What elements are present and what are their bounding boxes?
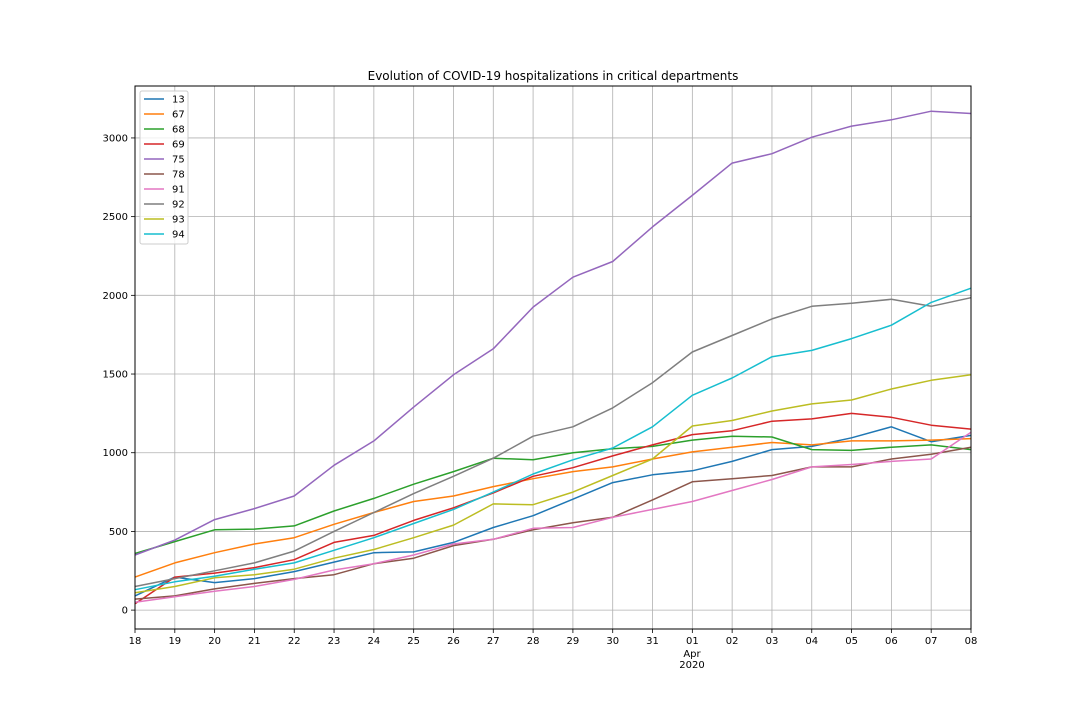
legend-label-75: 75	[172, 155, 185, 166]
y-tick-label: 2500	[103, 212, 128, 223]
series-line-94	[134, 287, 972, 591]
x-tick-label: 02	[726, 636, 739, 647]
series-lines	[134, 110, 972, 605]
legend-label-91: 91	[172, 185, 185, 196]
chart-title: Evolution of COVID-19 hospitalizations i…	[368, 69, 739, 83]
x-tick-label: 19	[168, 636, 181, 647]
series-line-92	[134, 296, 972, 588]
x-tick-label: 31	[646, 636, 659, 647]
legend-label-78: 78	[172, 170, 185, 181]
legend-label-92: 92	[172, 200, 185, 211]
series-line-13	[134, 426, 972, 597]
x-tick-label: 06	[885, 636, 898, 647]
y-tick-label: 0	[122, 606, 128, 617]
y-tick-label: 500	[109, 527, 128, 538]
y-tick-label: 1000	[103, 448, 128, 459]
x-tick-label: 28	[527, 636, 540, 647]
x-tick-label: 30	[606, 636, 619, 647]
series-line-69	[134, 412, 972, 605]
x-axis: Apr 2020 18 19 20 21 22 23 24 25 26 27 28 29 30 31 01 0…	[129, 629, 978, 671]
legend-label-94: 94	[172, 230, 185, 241]
x-year-label: 2020	[679, 660, 704, 671]
x-tick-label: 01	[686, 636, 699, 647]
series-line-78	[134, 446, 972, 600]
x-tick-label: 20	[208, 636, 221, 647]
x-tick-label: 24	[367, 636, 380, 647]
x-month-label: Apr	[683, 649, 701, 660]
legend-label-13: 13	[172, 95, 185, 106]
y-tick-label: 2000	[103, 291, 128, 302]
y-axis: 0 500 1000 1500 2000 2500 3000	[103, 133, 135, 617]
legend: 13 67 68 69 75 78 91 92 93 94	[139, 90, 189, 245]
x-tick-label: 04	[805, 636, 818, 647]
x-tick-label: 22	[288, 636, 301, 647]
x-tick-label: 26	[447, 636, 460, 647]
series-line-67	[134, 437, 972, 578]
x-tick-label: 25	[407, 636, 420, 647]
plot-frame	[134, 85, 972, 630]
x-tick-label: 27	[487, 636, 500, 647]
series-line-91	[134, 431, 972, 603]
series-line-68	[134, 435, 972, 555]
grid	[134, 86, 972, 629]
series-line-93	[134, 374, 972, 594]
x-tick-label: 05	[845, 636, 858, 647]
legend-label-68: 68	[172, 125, 185, 136]
x-tick-label: 18	[129, 636, 142, 647]
x-tick-label: 29	[567, 636, 580, 647]
x-tick-label: 07	[925, 636, 938, 647]
x-tick-label: 23	[328, 636, 341, 647]
legend-label-93: 93	[172, 215, 185, 226]
x-tick-label: 21	[248, 636, 261, 647]
y-tick-label: 3000	[103, 133, 128, 144]
series-line-75	[134, 110, 972, 556]
legend-label-67: 67	[172, 110, 185, 121]
y-tick-label: 1500	[103, 370, 128, 381]
x-tick-label: 03	[766, 636, 779, 647]
x-tick-label: 08	[965, 636, 978, 647]
legend-label-69: 69	[172, 140, 185, 151]
